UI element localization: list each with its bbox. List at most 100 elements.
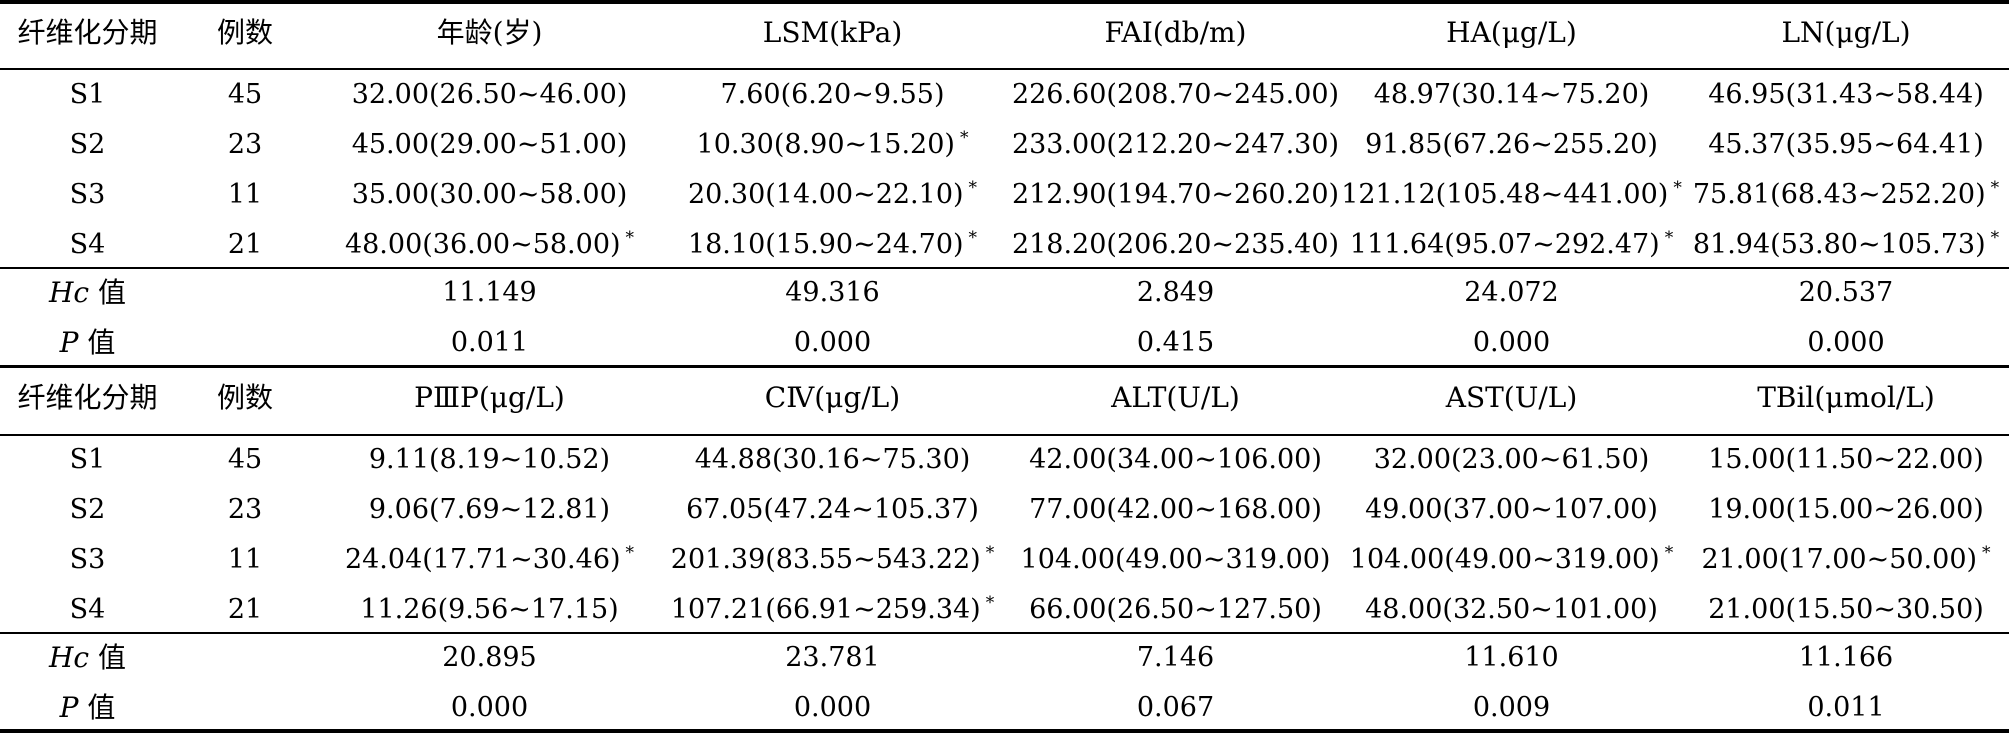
significance-marker: *	[1664, 228, 1674, 248]
p-symbol: P	[59, 326, 79, 359]
cell-value: 81.94(53.80~105.73)	[1692, 229, 1986, 260]
table-row: S2 23 9.06(7.69~12.81) 67.05(47.24~105.37) 7…	[0, 485, 2009, 535]
column-header: FAI(db/m)	[1104, 16, 1247, 49]
p-label: P 值	[0, 318, 175, 368]
cell-value: 67.05(47.24~105.37)	[686, 494, 979, 525]
stage-label: S1	[69, 79, 106, 110]
header-rule	[0, 68, 2009, 70]
cell-value: 121.12(105.48~441.00)	[1341, 179, 1669, 210]
p-value: 0.011	[450, 327, 529, 358]
stage-label: S3	[69, 544, 106, 575]
table-cell: 218.20(206.20~235.40)	[1004, 220, 1347, 270]
column-header-count: 例数	[216, 16, 273, 49]
table-cell: 49.00(37.00~107.00)	[1340, 485, 1683, 535]
column-header: TBil(μmol/L)	[1757, 381, 1935, 414]
p-value: 0.000	[1472, 327, 1551, 358]
cell-value: 9.11(8.19~10.52)	[368, 444, 611, 475]
case-count: 23	[227, 494, 263, 525]
hc-value: 11.610	[1464, 642, 1559, 673]
table-cell: 20.30(14.00~22.10) *	[661, 170, 1004, 220]
cell-value: 107.21(66.91~259.34)	[670, 594, 981, 625]
stats-rule	[0, 632, 2009, 634]
cell-value: 32.00(23.00~61.50)	[1373, 444, 1650, 475]
table-cell: 66.00(26.50~127.50)	[1004, 585, 1347, 635]
hc-value: 2.849	[1136, 277, 1215, 308]
cell-value: 104.00(49.00~319.00)	[1020, 544, 1331, 575]
table-cell: 10.30(8.90~15.20) *	[661, 120, 1004, 170]
cell-value: 46.95(31.43~58.44)	[1708, 79, 1984, 110]
column-header: 年龄(岁)	[436, 16, 543, 49]
stage-label: S1	[69, 444, 106, 475]
cell-value: 48.00(32.50~101.00)	[1365, 594, 1658, 625]
table-row: S4 21 11.26(9.56~17.15) 107.21(66.91~259.34…	[0, 585, 2009, 635]
table-cell: 104.00(49.00~319.00) *	[1340, 535, 1683, 585]
table-cell: 121.12(105.48~441.00) *	[1340, 170, 1683, 220]
cell-value: 15.00(11.50~22.00)	[1708, 444, 1984, 475]
hc-suffix: 值	[89, 276, 126, 309]
stage-label: S4	[69, 594, 106, 625]
hc-value: 11.166	[1798, 642, 1894, 673]
table-row: S2 23 45.00(29.00~51.00) 10.30(8.90~15.20) *…	[0, 120, 2009, 170]
significance-marker: *	[1990, 228, 2000, 248]
p-value: 0.009	[1472, 692, 1551, 723]
table-cell: 45.00(29.00~51.00)	[318, 120, 661, 170]
hc-value: 23.781	[785, 642, 880, 673]
stats-rule	[0, 267, 2009, 269]
column-header: LSM(kPa)	[762, 16, 903, 49]
cell-value: 20.30(14.00~22.10)	[687, 179, 964, 210]
case-count: 11	[227, 179, 263, 210]
table-cell: 48.00(32.50~101.00)	[1340, 585, 1683, 635]
cell-value: 18.10(15.90~24.70)	[687, 229, 964, 260]
case-count: 11	[227, 544, 263, 575]
p-suffix: 值	[78, 691, 116, 724]
table-cell: 19.00(15.00~26.00)	[1683, 485, 2009, 535]
table-cell: 107.21(66.91~259.34) *	[661, 585, 1004, 635]
bottom-rule	[0, 729, 2009, 733]
significance-marker: *	[985, 543, 995, 563]
column-header-stage: 纤维化分期	[17, 16, 158, 49]
cell-value: 9.06(7.69~12.81)	[368, 494, 611, 525]
table-cell: 32.00(26.50~46.00)	[318, 70, 661, 120]
cell-value: 24.04(17.71~30.46)	[344, 544, 621, 575]
p-value: 0.000	[450, 692, 529, 723]
table-cell: 42.00(34.00~106.00)	[1004, 435, 1347, 485]
cell-value: 48.00(36.00~58.00)	[344, 229, 621, 260]
table-cell: 104.00(49.00~319.00)	[1004, 535, 1347, 585]
cell-value: 104.00(49.00~319.00)	[1349, 544, 1660, 575]
hc-value: 11.149	[442, 277, 537, 308]
cell-value: 226.60(208.70~245.00)	[1011, 79, 1340, 110]
hc-value: 7.146	[1136, 642, 1215, 673]
cell-value: 233.00(212.20~247.30)	[1011, 129, 1340, 160]
header-rule	[0, 434, 2009, 436]
table-cell: 32.00(23.00~61.50)	[1340, 435, 1683, 485]
table-row: S1 45 32.00(26.50~46.00) 7.60(6.20~9.55) 226…	[0, 70, 2009, 120]
table-row: S3 11 35.00(30.00~58.00) 20.30(14.00~22.10)…	[0, 170, 2009, 220]
cell-value: 66.00(26.50~127.50)	[1029, 594, 1322, 625]
table-cell: 111.64(95.07~292.47) *	[1340, 220, 1683, 270]
hc-row: Hc 值 20.895 23.781 7.146 11.610 11.166	[0, 633, 2009, 683]
table-cell: 233.00(212.20~247.30)	[1004, 120, 1347, 170]
table-cell: 75.81(68.43~252.20) *	[1683, 170, 2009, 220]
cell-value: 201.39(83.55~543.22)	[670, 544, 981, 575]
table-cell: 15.00(11.50~22.00)	[1683, 435, 2009, 485]
table-cell: 24.04(17.71~30.46) *	[318, 535, 661, 585]
hc-label: Hc 值	[0, 268, 175, 318]
cell-value: 19.00(15.00~26.00)	[1708, 494, 1984, 525]
hc-suffix: 值	[89, 641, 126, 674]
p-value: 0.000	[1807, 327, 1885, 358]
cell-value: 218.20(206.20~235.40)	[1011, 229, 1340, 260]
cell-value: 21.00(15.50~30.50)	[1708, 594, 1984, 625]
table-cell: 77.00(42.00~168.00)	[1004, 485, 1347, 535]
column-header: AST(U/L)	[1445, 381, 1578, 414]
p-value: 0.415	[1136, 327, 1215, 358]
cell-value: 35.00(30.00~58.00)	[351, 179, 628, 210]
p-symbol: P	[59, 691, 79, 724]
table-cell: 48.97(30.14~75.20)	[1340, 70, 1683, 120]
column-header: LN(μg/L)	[1781, 16, 1911, 49]
cell-value: 48.97(30.14~75.20)	[1373, 79, 1650, 110]
cell-value: 75.81(68.43~252.20)	[1692, 179, 1986, 210]
header-row: 纤维化分期 例数 PⅢP(μg/L) CⅣ(μg/L) ALT(U/L) AST(U/L)…	[0, 373, 2009, 423]
cell-value: 42.00(34.00~106.00)	[1029, 444, 1322, 475]
case-count: 45	[227, 444, 263, 475]
